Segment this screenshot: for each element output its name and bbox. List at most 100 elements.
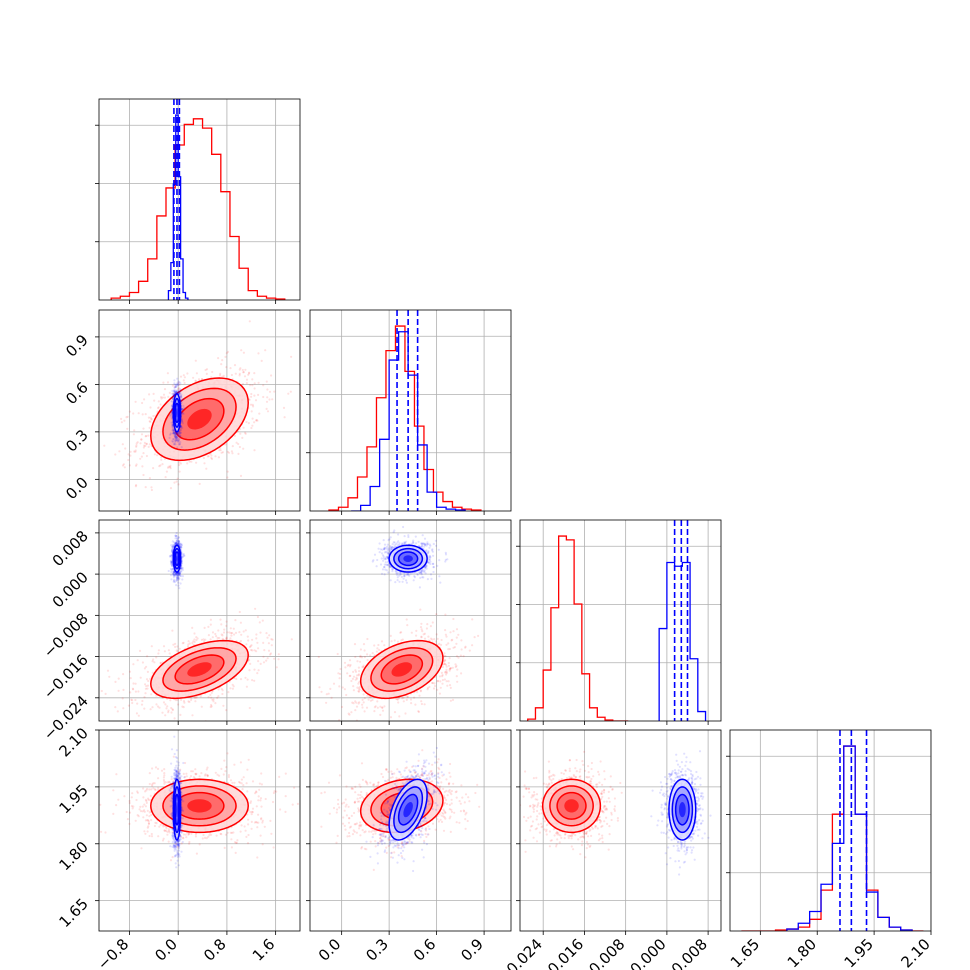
sample-point-red	[168, 652, 171, 655]
sample-point-red	[253, 382, 256, 385]
sample-point-red	[205, 467, 208, 470]
sample-point-blue	[178, 572, 181, 576]
sample-point-red	[106, 669, 110, 672]
sample-point-red	[150, 418, 153, 421]
sample-point-blue	[176, 439, 179, 442]
sample-point-blue	[171, 389, 174, 392]
sample-point-red	[153, 661, 156, 664]
sample-point-blue	[174, 432, 177, 435]
sample-point-blue	[173, 573, 176, 576]
sample-point-blue	[172, 429, 175, 432]
sample-point-blue	[176, 576, 179, 579]
sample-point-red	[177, 483, 180, 486]
sample-point-red	[255, 650, 258, 653]
sample-point-red	[190, 460, 193, 463]
sample-point-red	[231, 687, 234, 690]
sample-point-blue	[180, 544, 183, 547]
sample-point-blue	[171, 540, 174, 543]
sample-point-red	[207, 634, 210, 637]
density-fill-blue	[176, 408, 178, 418]
sample-point-blue	[171, 392, 174, 395]
sample-point-red	[177, 703, 180, 706]
sample-point-blue	[176, 437, 179, 440]
sample-point-blue	[181, 412, 184, 415]
sample-point-red	[210, 703, 213, 707]
sample-point-red	[248, 645, 251, 649]
sample-point-blue	[178, 434, 181, 437]
sample-point-red	[200, 705, 203, 708]
sample-point-red	[194, 700, 197, 703]
sample-point-blue	[175, 578, 179, 581]
sample-point-blue	[178, 541, 181, 544]
sample-point-red	[275, 666, 278, 669]
sample-point-red	[250, 392, 253, 396]
sample-point-blue	[177, 432, 180, 435]
sample-point-blue	[172, 429, 175, 432]
sample-point-blue	[174, 572, 178, 575]
sample-point-blue	[175, 540, 178, 543]
sample-point-blue	[175, 534, 178, 538]
contour-blue	[172, 393, 182, 433]
sample-point-red	[190, 697, 193, 700]
sample-point-red	[445, 668, 448, 671]
sample-point-blue	[178, 577, 181, 580]
sample-point-red	[225, 620, 228, 623]
sample-point-red	[240, 633, 243, 636]
sample-point-blue	[180, 394, 183, 397]
sample-point-red	[108, 675, 111, 678]
sample-point-red	[221, 692, 224, 696]
sample-point-red	[230, 634, 233, 637]
sample-point-red	[121, 443, 124, 446]
sample-point-red	[195, 372, 198, 375]
sample-point-blue	[169, 567, 172, 571]
sample-point-red	[150, 417, 153, 420]
sample-point-red	[174, 699, 178, 702]
sample-point-blue	[171, 553, 174, 557]
sample-point-red	[356, 677, 359, 680]
sample-point-red	[145, 434, 148, 438]
sample-point-red	[173, 385, 176, 389]
sample-point-red	[234, 631, 238, 635]
sample-point-blue	[178, 542, 181, 546]
sample-point-red	[354, 670, 358, 673]
sample-point-blue	[173, 391, 176, 394]
sample-point-red	[194, 379, 197, 382]
sample-point-red	[373, 706, 376, 709]
sample-point-red	[440, 638, 443, 642]
sample-point-red	[251, 424, 254, 427]
sample-point-blue	[172, 574, 176, 577]
sample-point-red	[191, 641, 194, 645]
sample-point-red	[152, 467, 155, 470]
sample-point-red	[445, 670, 448, 673]
sample-point-red	[151, 671, 154, 674]
sample-point-red	[144, 683, 147, 686]
sample-point-blue	[180, 395, 183, 398]
sample-point-red	[218, 636, 221, 640]
sample-point-red	[448, 684, 452, 687]
sample-point-blue	[174, 542, 177, 545]
sample-point-blue	[176, 435, 179, 438]
sample-point-red	[420, 622, 423, 625]
sample-point-red	[188, 460, 191, 463]
sample-point-blue	[170, 404, 173, 407]
sample-point-red	[215, 635, 218, 638]
sample-point-red	[169, 467, 172, 470]
sample-point-red	[200, 378, 204, 381]
sample-point-blue	[178, 573, 181, 577]
sample-point-blue	[179, 392, 182, 395]
sample-point-blue	[172, 580, 175, 583]
sample-point-blue	[173, 386, 176, 389]
sample-point-red	[171, 708, 174, 711]
panel-2-2	[516, 519, 722, 722]
sample-point-red	[211, 631, 215, 634]
sample-point-red	[212, 700, 215, 703]
sample-point-blue	[176, 439, 179, 442]
sample-point-red	[230, 450, 233, 453]
sample-point-blue	[174, 383, 178, 386]
sample-point-blue	[175, 579, 178, 582]
sample-point-red	[357, 682, 360, 685]
sample-point-blue	[176, 574, 179, 578]
sample-point-red	[459, 654, 462, 657]
sample-point-blue	[182, 554, 185, 557]
sample-point-red	[221, 451, 224, 454]
